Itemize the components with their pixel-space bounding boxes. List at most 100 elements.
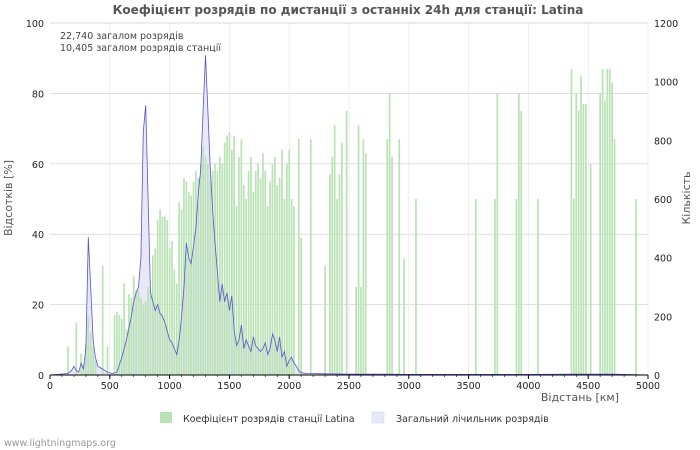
ratio-bar	[582, 104, 585, 375]
x-tick-label: 2000	[277, 381, 301, 392]
ratio-bar	[185, 181, 188, 375]
ratio-bar	[252, 192, 255, 375]
grid	[50, 22, 649, 375]
y-right-label: Кількість	[680, 171, 693, 224]
ratio-bar	[247, 170, 250, 375]
ratio-bar	[137, 290, 140, 375]
ratio-bar	[231, 149, 233, 375]
ratio-bar	[494, 199, 496, 375]
x-tick-label: 4500	[576, 381, 600, 392]
ratio-bar	[67, 346, 69, 375]
ratio-bar	[154, 248, 157, 375]
ratio-bar	[192, 181, 195, 375]
x-tick-label: 1000	[158, 381, 182, 392]
y-left-tick-label: 40	[32, 230, 44, 241]
ratio-bar	[75, 322, 78, 375]
ratio-bar	[233, 135, 235, 375]
x-axis-label: Відстань [км]	[541, 391, 619, 404]
ratio-bar	[283, 199, 286, 375]
legend-total: Загальний лічильник розрядів	[396, 414, 549, 425]
ratio-bar	[240, 139, 243, 375]
ratio-bar	[173, 269, 176, 375]
ratio-bar	[254, 170, 257, 375]
ratio-bar	[250, 156, 252, 375]
ratio-bar	[601, 68, 604, 376]
summary-station: 10,405 загалом розрядів станції	[60, 43, 221, 54]
ratio-bar	[159, 209, 161, 375]
ratio-bar	[140, 297, 142, 375]
ratio-bar	[515, 199, 518, 375]
ratio-bar	[197, 177, 200, 375]
ratio-bar	[207, 163, 209, 375]
legend-swatch-total	[371, 411, 385, 424]
ratio-bar	[575, 93, 578, 376]
ratio-bar	[635, 199, 637, 375]
ratio-bar	[228, 132, 231, 375]
ratio-bar	[262, 153, 264, 375]
ratio-bar	[190, 195, 192, 375]
ratio-bar	[360, 287, 362, 375]
ratio-bar	[142, 304, 145, 375]
ratio-bar	[264, 170, 267, 375]
ratio-bar	[403, 258, 405, 375]
total-count-line	[49, 55, 649, 376]
ratio-bar	[331, 156, 334, 375]
total-count-polyline	[49, 55, 649, 376]
ratio-bar	[336, 199, 338, 375]
ratio-bar	[324, 265, 326, 375]
legend-station: Коефіцієнт розрядів станції Latina	[183, 414, 355, 425]
ratio-bar	[611, 82, 613, 376]
summary-total: 22,740 загалом розрядів	[60, 31, 184, 42]
legend-swatch-station	[160, 412, 172, 423]
ratio-bar	[161, 216, 164, 375]
x-tick-label: 3500	[457, 381, 481, 392]
y-right-tick-label: 600	[654, 195, 672, 206]
ratio-bar	[271, 163, 274, 375]
x-tick-label: 1500	[217, 381, 241, 392]
ratio-bar	[599, 93, 601, 376]
ratio-bar	[116, 311, 118, 375]
ratio-bar	[345, 111, 348, 375]
y-right-tick-label: 0	[654, 371, 660, 382]
ratio-bar	[259, 177, 262, 375]
ratio-bar	[214, 163, 216, 375]
ratio-bar	[281, 149, 283, 375]
ratio-bar	[474, 199, 477, 375]
x-axis-ticks: 0 500 1000 1500 2000 2500 3000 3500 4000 4500 5000	[47, 375, 660, 392]
station-ratio-series	[67, 68, 637, 376]
ratio-bar	[415, 199, 417, 375]
ratio-bar	[195, 170, 197, 375]
ratio-bar	[297, 139, 300, 375]
y-left-tick-label: 0	[38, 371, 44, 382]
ratio-bar	[388, 93, 391, 376]
ratio-bar	[87, 315, 90, 375]
y-right-tick-label: 1000	[654, 78, 678, 89]
y-right-tick-label: 1200	[654, 19, 678, 30]
ratio-bar	[604, 100, 606, 376]
x-tick-label: 2500	[337, 381, 361, 392]
ratio-bar	[94, 360, 97, 375]
ratio-bar	[235, 206, 238, 375]
ratio-bar	[357, 125, 360, 375]
ratio-bar	[341, 142, 343, 375]
y-left-tick-label: 60	[32, 160, 44, 171]
ratio-bar	[130, 297, 133, 375]
ratio-bar	[242, 184, 245, 375]
ratio-bar	[183, 177, 185, 375]
site-credit: www.lightningmaps.org	[4, 438, 116, 449]
ratio-bar	[156, 220, 159, 375]
y-left-tick-label: 80	[32, 89, 44, 100]
ratio-bar	[608, 68, 611, 376]
ratio-bar	[286, 163, 288, 375]
ratio-bar	[266, 206, 269, 375]
ratio-bar	[171, 241, 173, 375]
ratio-bar	[364, 153, 367, 375]
ratio-bar	[132, 276, 135, 375]
ratio-bar	[274, 156, 276, 375]
ratio-bar	[537, 199, 539, 375]
y-left-label: Відсотків [%]	[2, 160, 15, 236]
ratio-bar	[219, 156, 221, 375]
ratio-bar	[118, 315, 121, 375]
ratio-bar	[164, 216, 166, 375]
